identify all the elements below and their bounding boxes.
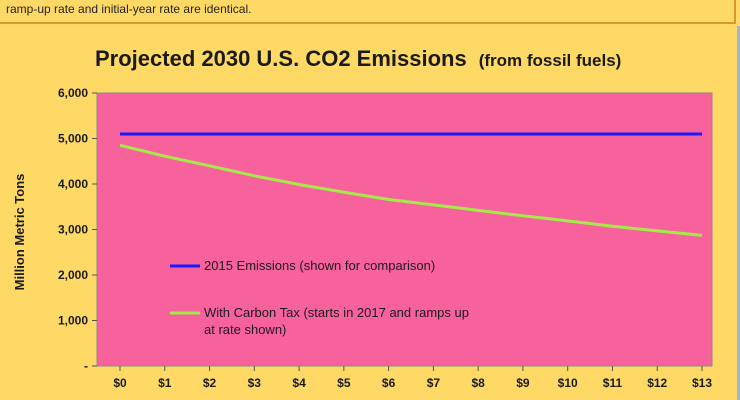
x-tick-label: $0	[113, 376, 127, 390]
plot-background	[96, 92, 713, 367]
x-tick-label: $1	[158, 376, 172, 390]
series-lines	[119, 132, 703, 237]
note-text: ramp-up rate and initial-year rate are i…	[6, 2, 252, 16]
series-line-2	[119, 143, 703, 237]
x-tick-label: $11	[603, 376, 623, 390]
x-tick-label: $8	[471, 376, 485, 390]
chart-title: Projected 2030 U.S. CO2 Emissions	[95, 46, 467, 71]
x-axis: $0 $1 $2 $3 $4 $5 $6 $7 $8 $9 $10 $11 $12 $13	[113, 366, 712, 390]
chart-area: Projected 2030 U.S. CO2 Emissions (from …	[0, 26, 740, 400]
legend-label-1: 2015 Emissions (shown for comparison)	[204, 258, 435, 273]
x-tick-label: $2	[203, 376, 217, 390]
y-tick-label: 5,000	[58, 132, 88, 146]
x-tick-label: $6	[382, 376, 396, 390]
y-tick-label: 2,000	[58, 268, 88, 282]
x-tick-label: $5	[337, 376, 351, 390]
note-bar: ramp-up rate and initial-year rate are i…	[0, 0, 736, 24]
legend-label-line: 2015 Emissions (shown for comparison)	[204, 258, 435, 273]
chart-subtitle: (from fossil fuels)	[479, 51, 622, 70]
x-tick-label: $4	[292, 376, 306, 390]
legend-label-line: With Carbon Tax (starts in 2017 and ramp…	[204, 305, 469, 320]
y-tick-label: 1,000	[58, 314, 88, 328]
y-tick-label: -	[84, 359, 88, 373]
x-tick-label: $3	[248, 376, 262, 390]
y-axis-label: Million Metric Tons	[12, 174, 27, 291]
x-tick-label: $7	[427, 376, 441, 390]
x-tick-label: $10	[558, 376, 578, 390]
x-tick-label: $12	[647, 376, 667, 390]
x-tick-label: $9	[516, 376, 530, 390]
legend-label-2: With Carbon Tax (starts in 2017 and ramp…	[204, 305, 469, 337]
legend-label-line: at rate shown)	[204, 322, 286, 337]
legend: 2015 Emissions (shown for comparison) Wit…	[170, 258, 469, 337]
x-tick-label: $13	[692, 376, 712, 390]
y-tick-label: 3,000	[58, 223, 88, 237]
emissions-chart: Projected 2030 U.S. CO2 Emissions (from …	[12, 46, 713, 390]
y-axis: - 1,000 2,000 3,000 4,000 5,000 6,000	[58, 86, 97, 373]
y-tick-label: 6,000	[58, 86, 88, 100]
y-tick-label: 4,000	[58, 177, 88, 191]
